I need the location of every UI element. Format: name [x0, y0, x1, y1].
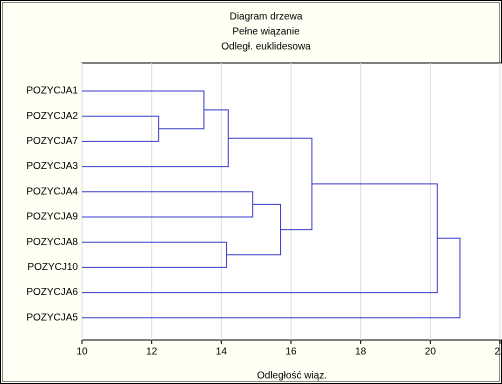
- link: [82, 115, 160, 142]
- x-tick-label: 14: [216, 347, 228, 358]
- leaf-label: POZYCJA2: [26, 111, 78, 122]
- plot-area: [81, 62, 502, 341]
- leaf-label: POZYCJA1: [26, 86, 78, 97]
- leaf-label: POZYCJA7: [26, 136, 78, 147]
- leaf-label: POZYCJA5: [26, 312, 78, 323]
- leaf-label: POZYCJA9: [26, 212, 78, 223]
- link: [82, 241, 228, 268]
- x-tick-label: 10: [76, 347, 88, 358]
- leaf-label: POZYCJA8: [26, 237, 78, 248]
- link: [82, 237, 461, 319]
- x-tick-label: 18: [355, 347, 367, 358]
- leaf-label: POZYCJA6: [26, 287, 78, 298]
- x-axis-label: Odległość wiąz.: [257, 371, 327, 382]
- x-tick-label: 16: [285, 347, 297, 358]
- chart-subtitle: Odległ. euklidesowa: [221, 42, 311, 53]
- chart-title: Diagram drzewa: [230, 12, 303, 23]
- link: [82, 191, 254, 218]
- chart-subtitle: Pełne wiązanie: [232, 27, 300, 38]
- leaf-label: POZYCJA3: [26, 161, 78, 172]
- leaf-label: POZYCJ10: [27, 262, 78, 273]
- x-tick-label: 20: [425, 347, 437, 358]
- leaf-label: POZYCJA4: [26, 186, 78, 197]
- x-tick-label: 22: [494, 347, 502, 358]
- x-tick-label: 12: [146, 347, 158, 358]
